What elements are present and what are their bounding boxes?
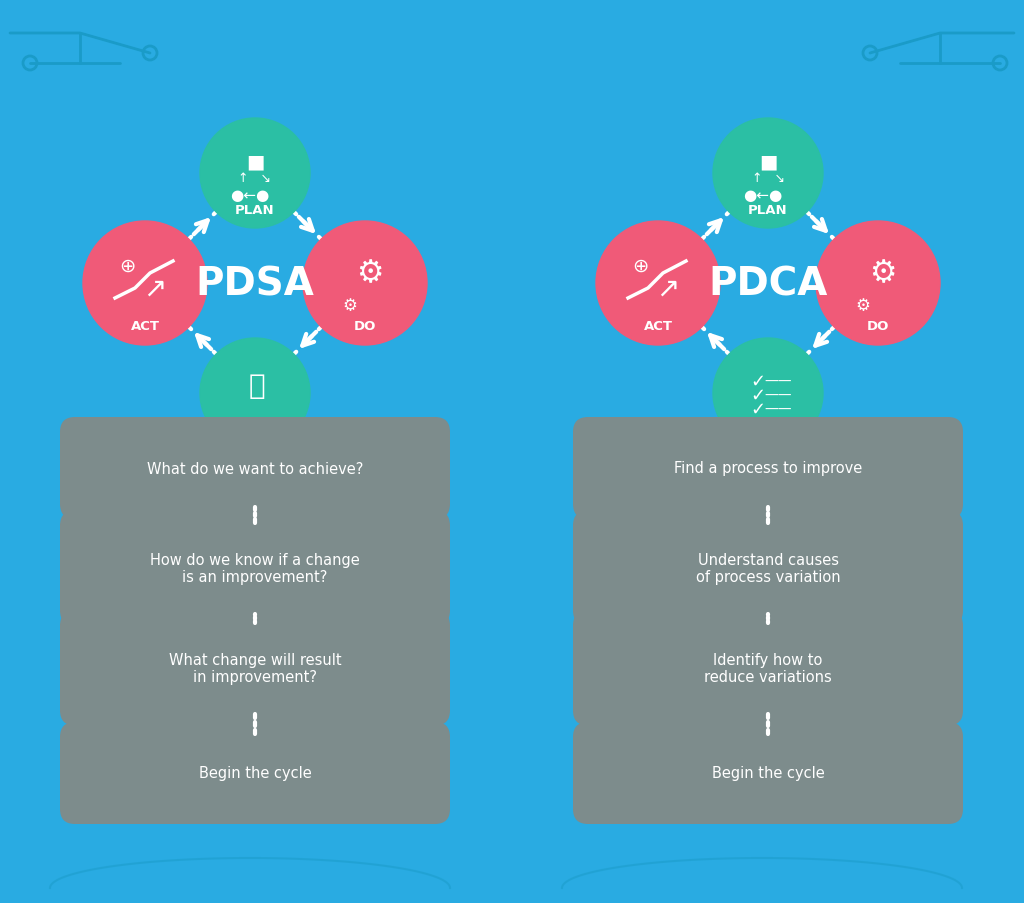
FancyBboxPatch shape	[573, 722, 963, 824]
Text: ●←●: ●←●	[743, 189, 782, 203]
Circle shape	[713, 119, 823, 228]
Text: ●←●: ●←●	[230, 189, 269, 203]
Circle shape	[83, 222, 207, 346]
Text: How do we know if a change
is an improvement?: How do we know if a change is an improve…	[151, 553, 359, 584]
FancyBboxPatch shape	[573, 511, 963, 626]
Text: ↗: ↗	[143, 275, 167, 303]
Circle shape	[200, 119, 310, 228]
Text: ↑   ↘: ↑ ↘	[239, 172, 271, 185]
Text: ↗: ↗	[656, 275, 680, 303]
Text: ✓: ✓	[751, 386, 766, 405]
Text: CHECK: CHECK	[743, 424, 793, 437]
Text: ⚙: ⚙	[356, 259, 384, 288]
Text: Begin the cycle: Begin the cycle	[712, 766, 824, 780]
Text: 🔍: 🔍	[249, 372, 265, 399]
FancyBboxPatch shape	[573, 417, 963, 519]
Text: ——: ——	[764, 375, 792, 388]
FancyBboxPatch shape	[60, 610, 450, 726]
Text: What do we want to achieve?: What do we want to achieve?	[146, 461, 364, 476]
FancyBboxPatch shape	[60, 511, 450, 626]
FancyBboxPatch shape	[60, 417, 450, 519]
Text: DO: DO	[866, 319, 889, 332]
Text: Identify how to
reduce variations: Identify how to reduce variations	[705, 652, 831, 684]
Text: STUDY: STUDY	[230, 424, 280, 437]
Text: Find a process to improve: Find a process to improve	[674, 461, 862, 476]
Text: ——: ——	[764, 403, 792, 416]
Text: ✓: ✓	[751, 401, 766, 418]
Text: PDCA: PDCA	[709, 265, 827, 303]
Text: ⚙: ⚙	[869, 259, 897, 288]
Text: Begin the cycle: Begin the cycle	[199, 766, 311, 780]
Circle shape	[200, 339, 310, 449]
FancyBboxPatch shape	[60, 722, 450, 824]
Circle shape	[713, 339, 823, 449]
Text: PLAN: PLAN	[236, 204, 274, 218]
Text: ⊕: ⊕	[119, 256, 135, 275]
Circle shape	[816, 222, 940, 346]
Text: ↑   ↘: ↑ ↘	[752, 172, 784, 185]
FancyBboxPatch shape	[573, 610, 963, 726]
Text: What change will result
in improvement?: What change will result in improvement?	[169, 652, 341, 684]
Circle shape	[303, 222, 427, 346]
Text: ■: ■	[246, 153, 264, 172]
Text: ⚙: ⚙	[856, 297, 870, 314]
Text: ACT: ACT	[130, 319, 160, 332]
Text: ⊕: ⊕	[632, 256, 648, 275]
Text: Understand causes
of process variation: Understand causes of process variation	[695, 553, 841, 584]
Text: PDSA: PDSA	[196, 265, 314, 303]
Circle shape	[596, 222, 720, 346]
Text: ⚙: ⚙	[343, 297, 357, 314]
Text: DO: DO	[354, 319, 376, 332]
Text: ■: ■	[759, 153, 777, 172]
Text: PLAN: PLAN	[749, 204, 787, 218]
Text: ✓: ✓	[751, 373, 766, 391]
Text: ——: ——	[764, 388, 792, 403]
Text: ACT: ACT	[643, 319, 673, 332]
